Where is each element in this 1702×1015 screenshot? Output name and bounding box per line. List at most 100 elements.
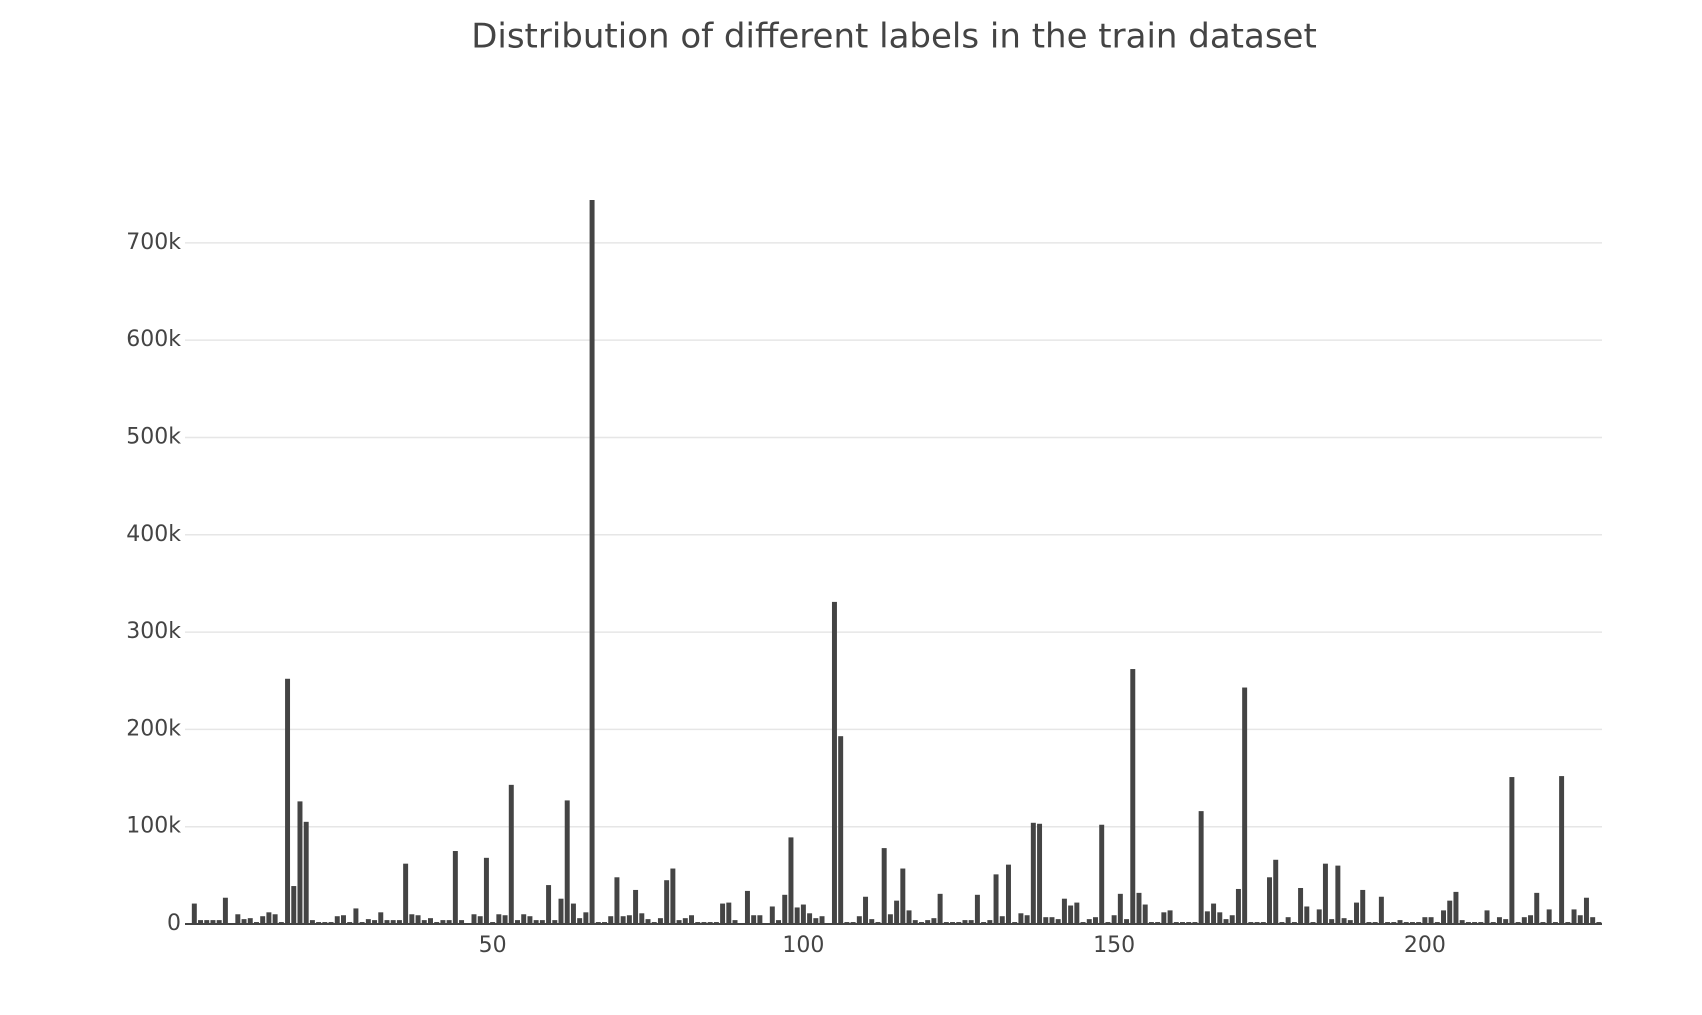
bar xyxy=(751,915,757,924)
bar xyxy=(297,801,303,924)
bar xyxy=(558,898,564,924)
bar xyxy=(527,916,533,924)
bar xyxy=(1217,912,1223,924)
bar xyxy=(1142,904,1148,924)
bar xyxy=(378,912,384,924)
bar xyxy=(912,920,918,924)
bar xyxy=(769,906,775,924)
bar xyxy=(1030,822,1036,924)
bar xyxy=(1037,823,1043,924)
bar xyxy=(309,920,315,924)
bar xyxy=(1459,920,1465,924)
bar xyxy=(204,920,210,924)
bar xyxy=(794,907,800,924)
bar xyxy=(757,915,763,924)
bar xyxy=(962,920,968,924)
bar xyxy=(1534,892,1540,924)
bar xyxy=(440,920,446,924)
x-tick-label: 200 xyxy=(1404,933,1446,958)
bar xyxy=(1422,917,1428,924)
bar xyxy=(1211,903,1217,924)
bar xyxy=(198,920,204,924)
bar xyxy=(726,902,732,924)
bar xyxy=(577,918,583,924)
bar xyxy=(1124,919,1130,924)
bar xyxy=(247,918,253,924)
bar xyxy=(1496,917,1502,924)
bar xyxy=(782,894,788,924)
bar xyxy=(303,821,309,924)
bar xyxy=(1503,919,1509,924)
bar xyxy=(1298,887,1304,924)
bar xyxy=(546,885,552,924)
bar xyxy=(1267,877,1272,924)
bar xyxy=(1397,920,1403,924)
bar xyxy=(272,914,278,924)
bar xyxy=(906,910,912,924)
bar xyxy=(1005,864,1011,924)
bar xyxy=(285,678,291,924)
bar xyxy=(968,920,974,924)
y-tick-label: 0 xyxy=(167,911,181,936)
x-tick-label: 100 xyxy=(782,933,824,958)
bar xyxy=(1136,892,1142,924)
bar xyxy=(887,914,893,924)
bar xyxy=(937,893,943,924)
bar xyxy=(291,886,297,924)
bar xyxy=(583,912,589,924)
bar xyxy=(340,915,346,924)
bar xyxy=(1528,915,1534,924)
bar xyxy=(570,903,576,924)
bar xyxy=(353,908,359,924)
bar xyxy=(1018,913,1024,924)
bar xyxy=(471,914,477,924)
bar xyxy=(863,896,869,924)
bar xyxy=(1546,909,1552,924)
bar xyxy=(670,868,676,924)
y-tick-label: 400k xyxy=(126,522,181,547)
y-tick-label: 500k xyxy=(126,424,181,449)
x-tick-label: 50 xyxy=(479,933,507,958)
bar xyxy=(1086,919,1092,924)
bar xyxy=(334,916,340,924)
bar xyxy=(428,918,433,924)
bar xyxy=(1055,919,1061,924)
bar xyxy=(403,863,409,924)
bar xyxy=(589,200,595,924)
bar xyxy=(689,915,695,924)
bar xyxy=(633,889,639,924)
bar xyxy=(1378,896,1384,924)
bar xyxy=(409,914,415,924)
bar xyxy=(1484,910,1490,924)
bar xyxy=(1111,915,1117,924)
bar xyxy=(894,900,900,924)
bar xyxy=(1577,915,1583,924)
bar xyxy=(533,920,539,924)
bar xyxy=(260,916,266,924)
bar xyxy=(838,736,844,924)
bar xyxy=(539,920,545,924)
bar xyxy=(999,916,1005,924)
bar xyxy=(372,920,378,924)
bar xyxy=(682,918,688,924)
bar xyxy=(1285,917,1291,924)
bar xyxy=(496,914,502,924)
bar xyxy=(1043,917,1049,924)
bar xyxy=(1590,917,1596,924)
bar xyxy=(421,920,427,924)
bar xyxy=(1242,687,1248,924)
bar xyxy=(732,920,738,924)
bar xyxy=(1068,905,1074,924)
bar xyxy=(614,877,620,924)
bar xyxy=(900,868,906,924)
bar xyxy=(477,916,483,924)
bar xyxy=(1024,915,1030,924)
bar xyxy=(1559,776,1565,924)
bar xyxy=(222,897,228,924)
bar xyxy=(744,890,750,924)
bar xyxy=(1198,811,1204,924)
bar xyxy=(1304,906,1310,924)
bar xyxy=(266,912,272,924)
bar xyxy=(931,918,937,924)
